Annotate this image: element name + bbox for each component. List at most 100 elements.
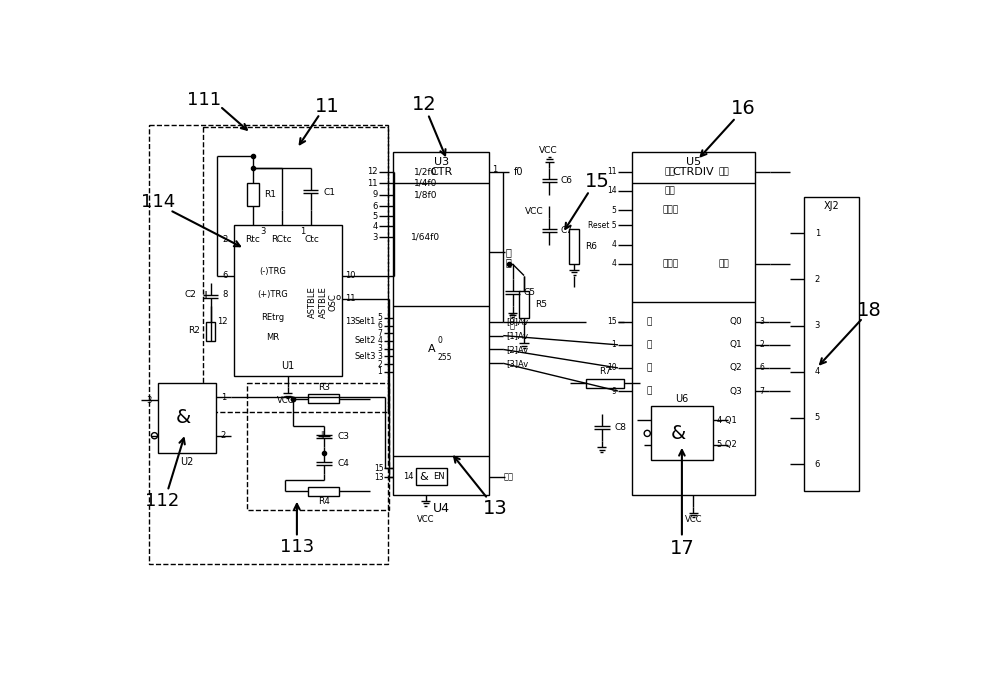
Text: 1: 1 [612,340,616,349]
Text: 12: 12 [217,317,228,326]
Text: R7: R7 [599,367,611,376]
Text: 10: 10 [345,271,356,280]
Text: 114: 114 [141,193,175,211]
Text: R1: R1 [264,190,276,199]
Text: (-)TRG: (-)TRG [259,267,286,276]
Text: R4: R4 [318,498,330,507]
Text: 7: 7 [377,329,382,338]
Text: &: & [420,471,428,482]
Bar [632,152,755,495]
Text: 加计数: 加计数 [662,206,678,215]
Text: 清零: 清零 [665,186,676,195]
Text: [0]Av: [0]Av [506,317,528,326]
Text: C4: C4 [338,459,350,468]
Text: 2: 2 [760,340,764,349]
Text: CTRDIV: CTRDIV [673,167,714,177]
Bar [651,406,713,460]
Text: 5: 5 [612,206,616,215]
Text: 12: 12 [412,95,436,114]
Text: 18: 18 [857,301,881,320]
Text: VCC: VCC [539,146,557,155]
Text: ||: || [204,291,208,298]
Text: 3: 3 [377,352,382,361]
Text: 14: 14 [607,186,616,195]
Text: C1: C1 [323,188,335,197]
Bar [569,229,579,264]
Text: 1: 1 [815,228,820,237]
Text: 5: 5 [372,212,378,221]
Text: VCC: VCC [277,396,295,405]
Text: 17: 17 [670,539,694,558]
Text: REtrg: REtrg [261,313,284,322]
Text: 4: 4 [815,367,820,376]
Text: 1/64f0: 1/64f0 [411,233,440,242]
Text: U2: U2 [180,457,194,467]
Text: XJ2: XJ2 [823,201,839,211]
Text: 借位: 借位 [719,260,730,268]
Text: 3: 3 [260,227,266,236]
Text: 6: 6 [372,202,378,211]
Text: 6: 6 [377,321,382,330]
Text: OSC: OSC [329,293,338,311]
Text: 4: 4 [377,336,382,345]
Text: ASTBLE: ASTBLE [308,286,317,318]
Text: 1/8f0: 1/8f0 [414,190,437,199]
Text: 3: 3 [760,317,765,326]
Text: Selt3: Selt3 [355,352,376,361]
Text: [2]Av: [2]Av [506,345,528,354]
Bar [158,383,216,453]
Text: U6: U6 [675,394,689,403]
Text: 4 Q1: 4 Q1 [717,416,737,425]
Text: 4: 4 [612,260,616,268]
Text: Selt2: Selt2 [355,336,376,345]
Text: 入: 入 [646,387,651,396]
Text: VCC: VCC [685,515,702,524]
Text: CTR: CTR [430,167,452,177]
Text: 1: 1 [492,165,497,174]
Text: VCC: VCC [525,207,543,216]
Text: 清: 清 [510,313,515,322]
Text: 3: 3 [815,321,820,330]
Text: Selt1: Selt1 [355,317,376,326]
Text: 3: 3 [377,344,382,353]
Text: 13: 13 [374,473,384,482]
Text: 1/4f0: 1/4f0 [414,179,437,188]
Text: 6: 6 [815,459,820,468]
Text: R2: R2 [188,327,200,336]
Text: 5: 5 [377,313,382,322]
Text: 4: 4 [372,221,378,230]
Bar [416,468,447,485]
Text: 11: 11 [315,97,340,116]
Text: 并: 并 [646,317,651,326]
Text: 1: 1 [378,367,382,376]
Text: 12: 12 [367,167,378,176]
Text: 255: 255 [437,352,452,361]
Text: Ctc: Ctc [305,235,320,244]
Text: Q2: Q2 [729,363,742,372]
Text: R5: R5 [535,300,547,309]
Text: 111: 111 [187,91,222,109]
Text: o: o [336,293,341,302]
Text: 1: 1 [300,227,306,236]
Text: 0: 0 [437,336,442,345]
Text: 1/2f0: 1/2f0 [414,167,437,176]
Text: [1]Av: [1]Av [506,331,528,340]
Text: 10: 10 [607,363,616,372]
Text: R6: R6 [585,242,597,251]
Text: 进位: 进位 [719,167,730,176]
Text: 11: 11 [607,167,616,176]
Text: 清: 清 [506,248,512,257]
Bar [308,394,339,403]
Text: U4: U4 [433,502,450,516]
Text: 6: 6 [222,271,228,280]
Text: &: & [670,424,686,443]
Text: C8: C8 [614,423,626,432]
Text: [3]Av: [3]Av [506,359,529,368]
Text: 16: 16 [731,99,756,118]
Text: 1: 1 [221,392,226,401]
Bar [393,152,489,495]
Bar [247,183,259,206]
Text: 15: 15 [607,317,616,326]
Bar [804,197,859,491]
Text: C3: C3 [338,432,350,441]
